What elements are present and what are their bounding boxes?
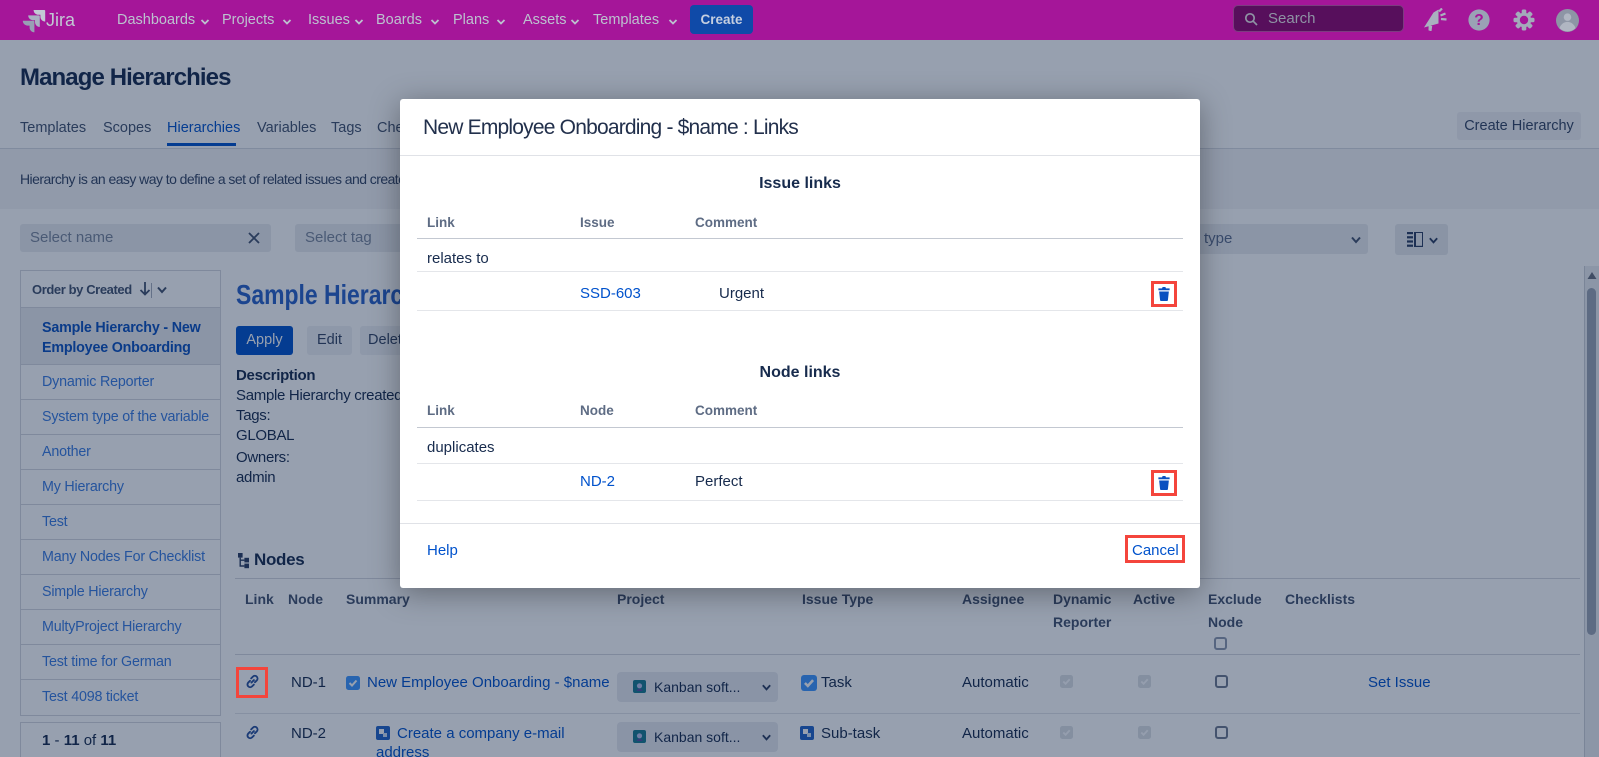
svg-text:?: ? bbox=[1474, 12, 1483, 29]
